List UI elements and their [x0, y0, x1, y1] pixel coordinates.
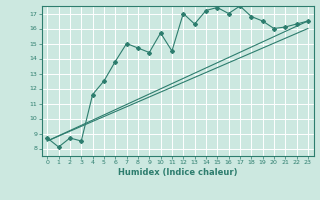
- X-axis label: Humidex (Indice chaleur): Humidex (Indice chaleur): [118, 168, 237, 177]
